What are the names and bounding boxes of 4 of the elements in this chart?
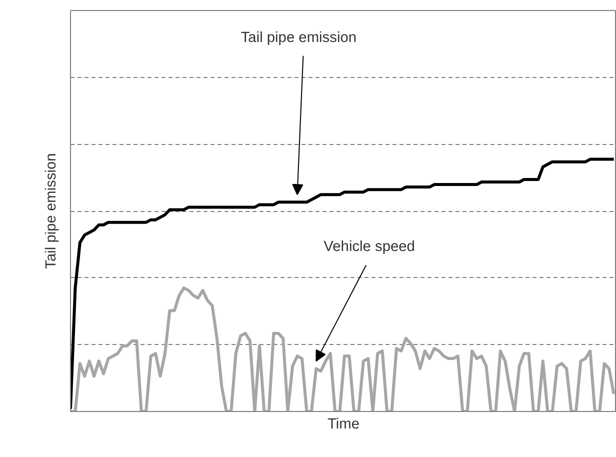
y-axis-title: Tail pipe emission (44, 153, 60, 269)
text: Tail pipe emission (240, 30, 357, 46)
annotation: Vehicle speed (324, 239, 415, 256)
x-axis-title: Time (327, 416, 360, 432)
